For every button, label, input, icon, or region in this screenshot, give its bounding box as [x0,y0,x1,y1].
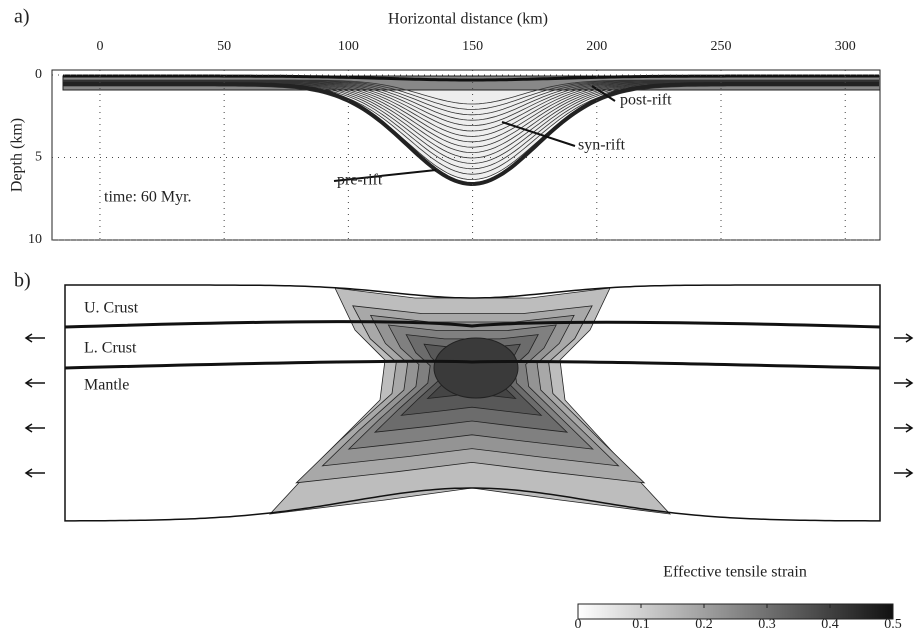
x-axis-label: Horizontal distance (km) [388,11,548,28]
layer-label: Mantle [84,377,129,394]
y-tick-label: 5 [35,150,42,165]
x-tick-label: 250 [711,39,732,54]
pull-arrow [894,469,912,477]
colorbar-tick-label: 0 [575,617,582,629]
colorbar-title: Effective tensile strain [663,564,807,581]
x-tick-label: 150 [462,39,483,54]
annotation: pre-rift [337,172,383,189]
annotation: syn-rift [578,137,626,154]
pull-arrow [894,334,912,342]
x-tick-label: 200 [586,39,607,54]
layer-label: U. Crust [84,300,139,317]
colorbar [578,604,893,619]
pull-arrow [26,379,45,387]
layer-label: L. Crust [84,340,137,357]
illustration [26,76,912,521]
x-tick-label: 100 [338,39,359,54]
y-tick-label: 0 [35,67,42,82]
y-tick-label: 10 [28,232,42,247]
pull-arrow [26,334,45,342]
annotation: post-rift [620,92,672,109]
figure: a) Horizontal distance (km) Depth (km) p… [0,0,914,629]
y-axis-label: Depth (km) [9,118,26,192]
x-tick-label: 50 [217,39,231,54]
x-tick-label: 300 [835,39,856,54]
panel-label: a) [14,6,30,28]
colorbar-tick-label: 0.1 [632,617,650,629]
x-tick-label: 0 [96,39,103,54]
strain-core [434,338,518,398]
pull-arrow [26,424,45,432]
pull-arrow [26,469,45,477]
pull-arrow [894,424,912,432]
colorbar-tick-label: 0.4 [821,617,839,629]
basin-fill [63,76,880,180]
colorbar-tick-label: 0.3 [758,617,776,629]
colorbar-tick-label: 0.5 [884,617,902,629]
annotation: time: 60 Myr. [104,189,192,206]
pull-arrow [894,379,912,387]
colorbar-tick-label: 0.2 [695,617,713,629]
panel-label: b) [14,270,31,292]
